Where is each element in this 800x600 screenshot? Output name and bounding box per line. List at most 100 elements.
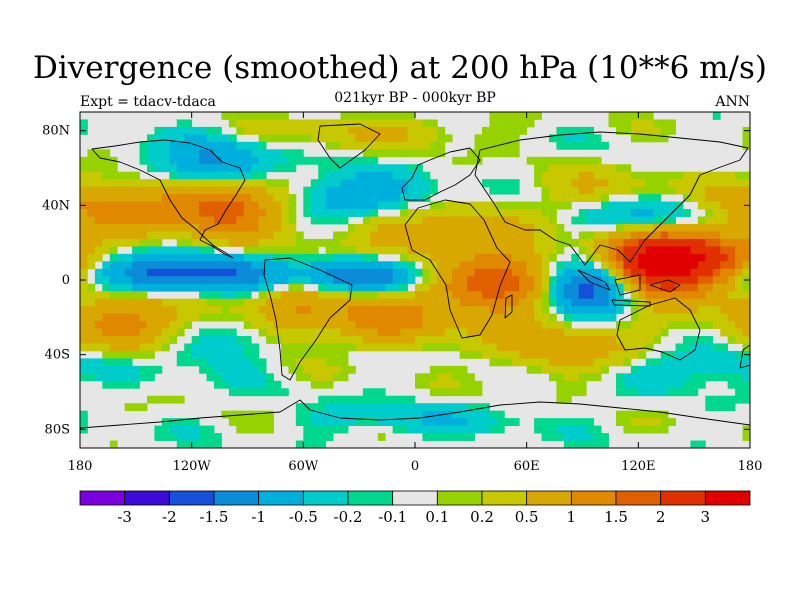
field-cell	[258, 261, 267, 270]
field-cell	[742, 209, 750, 217]
field-cell	[273, 313, 282, 322]
field-cell	[697, 171, 706, 180]
field-cell	[325, 268, 334, 277]
field-cell	[630, 298, 639, 307]
field-cell	[169, 261, 178, 270]
field-cell	[534, 336, 542, 344]
field-cell	[638, 112, 647, 120]
field-cell	[720, 201, 729, 210]
field-cell	[720, 238, 729, 247]
field-cell	[325, 283, 334, 292]
field-cell	[295, 253, 304, 262]
field-cell	[281, 201, 289, 210]
field-cell	[377, 164, 386, 173]
field-cell	[281, 313, 289, 322]
field-cell	[109, 343, 118, 352]
field-cell	[258, 358, 267, 367]
field-cell	[199, 313, 207, 322]
field-cell	[377, 276, 386, 285]
field-cell	[660, 134, 669, 143]
field-cell	[541, 350, 550, 359]
field-cell	[630, 261, 639, 270]
field-cell	[139, 291, 148, 300]
field-cell	[482, 298, 490, 307]
field-cell	[735, 350, 743, 359]
field-cell	[474, 209, 483, 217]
field-cell	[727, 253, 736, 262]
field-cell	[94, 186, 103, 195]
field-cell	[355, 261, 364, 270]
field-cell	[147, 261, 155, 270]
field-cell	[683, 373, 691, 382]
field-cell	[251, 321, 260, 329]
field-cell	[571, 261, 580, 270]
field-cell	[586, 350, 595, 359]
field-cell	[496, 112, 505, 120]
field-cell	[236, 358, 245, 367]
field-cell	[258, 268, 267, 277]
field-cell	[437, 425, 446, 434]
field-cell	[348, 410, 356, 419]
field-cell	[154, 336, 163, 344]
field-cell	[362, 209, 371, 217]
field-cell	[176, 418, 185, 426]
field-cell	[154, 268, 163, 277]
field-cell	[608, 358, 617, 367]
field-cell	[660, 224, 669, 232]
field-cell	[154, 246, 163, 255]
field-cell	[318, 298, 327, 307]
field-cell	[132, 373, 140, 382]
field-cell	[273, 186, 282, 195]
field-cell	[586, 373, 595, 382]
field-cell	[720, 276, 729, 285]
field-cell	[243, 418, 252, 426]
field-cell	[549, 171, 557, 180]
field-cell	[348, 156, 356, 165]
field-cell	[303, 194, 312, 202]
field-cell	[534, 164, 542, 173]
field-cell	[236, 343, 245, 352]
field-cell	[467, 336, 475, 344]
field-cell	[720, 224, 729, 232]
field-cell	[340, 306, 349, 314]
field-cell	[288, 246, 297, 255]
field-cell	[549, 283, 557, 292]
field-cell	[199, 268, 207, 277]
field-cell	[266, 179, 274, 188]
field-cell	[251, 112, 260, 120]
field-cell	[169, 425, 178, 434]
field-cell	[616, 283, 624, 292]
field-cell	[288, 201, 297, 210]
field-cell	[310, 336, 319, 344]
field-cell	[161, 425, 170, 434]
field-cell	[489, 209, 498, 217]
field-cell	[601, 179, 609, 188]
field-cell	[720, 186, 729, 195]
field-cell	[541, 313, 550, 322]
field-cell	[415, 179, 423, 188]
field-cell	[638, 298, 647, 307]
field-cell	[437, 261, 446, 270]
field-cell	[169, 283, 178, 292]
field-cell	[742, 186, 750, 195]
field-cell	[214, 216, 222, 225]
field-cell	[668, 358, 676, 367]
field-cell	[675, 209, 684, 217]
field-cell	[593, 440, 602, 448]
field-cell	[496, 126, 505, 135]
field-cell	[653, 186, 662, 195]
field-cell	[683, 298, 691, 307]
field-cell	[549, 373, 557, 382]
field-cell	[377, 238, 386, 247]
field-cell	[645, 380, 654, 389]
field-cell	[154, 134, 163, 143]
field-cell	[712, 246, 721, 255]
field-cell	[325, 425, 334, 434]
field-cell	[705, 186, 714, 195]
field-cell	[504, 209, 513, 217]
field-cell	[124, 179, 133, 188]
coastline-australia	[616, 297, 701, 361]
field-cell	[236, 291, 245, 300]
field-cell	[400, 328, 408, 337]
field-cell	[87, 306, 96, 314]
